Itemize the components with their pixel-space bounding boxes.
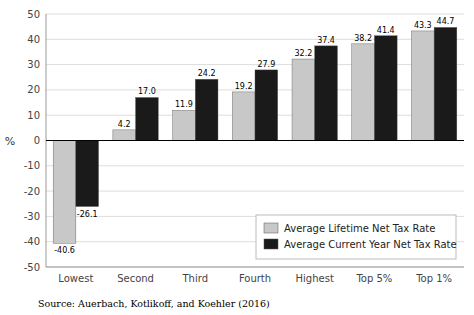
bar [53,141,76,244]
y-tick-label: 10 [27,110,40,121]
y-tick-label: 30 [27,59,40,70]
data-label: 38.2 [354,34,372,43]
bar [411,31,434,141]
bar [292,59,315,140]
grid [46,14,464,267]
x-tick-label: Highest [296,273,334,284]
legend-swatch [264,239,278,249]
y-axis-label: % [5,135,15,148]
grid-line [46,64,464,65]
bar [232,92,255,141]
data-label: 11.9 [175,100,193,109]
data-label: 43.3 [414,21,432,30]
grid-line [46,191,464,192]
y-tick-label: -20 [24,186,40,197]
bar [173,110,196,140]
data-label: 27.9 [257,60,275,69]
x-tick-label: Third [182,273,209,284]
x-tick-label: Second [117,273,154,284]
x-tick-label: Fourth [239,273,271,284]
legend-swatch [264,223,278,233]
grid-line [46,39,464,40]
grid-line [46,140,464,141]
legend-label: Average Lifetime Net Tax Rate [284,223,435,234]
legend: Average Lifetime Net Tax Rate Average Cur… [256,215,457,259]
data-label: 4.2 [118,120,131,129]
y-tick-label: 40 [27,34,40,45]
bar [434,27,457,140]
bar [255,70,278,141]
x-tick-label: Top 1% [415,273,452,284]
bar [136,97,159,140]
grid-line [46,267,464,268]
bar [76,141,99,207]
y-tick-label: 50 [27,9,40,20]
data-label: 41.4 [377,26,395,35]
x-axis [46,267,464,268]
grid-line [46,14,464,15]
zero-line [46,140,464,141]
source-note: Source: Auerbach, Kotlikoff, and Koehler… [38,298,270,309]
y-tick-label: -10 [24,160,40,171]
data-label: 24.2 [198,69,216,78]
y-tick-label: -30 [24,211,40,222]
bar [374,36,397,141]
y-tick-label: 20 [27,84,40,95]
grid-line [46,165,464,166]
data-label: 17.0 [138,87,156,96]
legend-frame [256,215,456,259]
data-label: 32.2 [294,49,312,58]
data-label: 19.2 [235,82,253,91]
x-tick-label: Top 5% [355,273,392,284]
y-tick-label: 0 [34,135,40,146]
y-tick-label: -40 [24,236,40,247]
bar [195,79,218,140]
legend-label: Average Current Year Net Tax Rate [284,239,457,250]
bar [113,130,136,141]
bars [53,27,457,243]
chart: -50 -40 -30 -20 -10 0 10 20 30 40 50% -40.6 4.2 11.9 1… [0,0,474,315]
bar [315,46,338,141]
bar [352,44,375,141]
data-label: 44.7 [437,17,455,26]
y-tick-label: -50 [24,262,40,273]
data-label: -26.1 [77,210,98,219]
x-tick-label: Lowest [58,273,93,284]
data-label: -40.6 [54,246,75,255]
data-label: 37.4 [317,36,335,45]
